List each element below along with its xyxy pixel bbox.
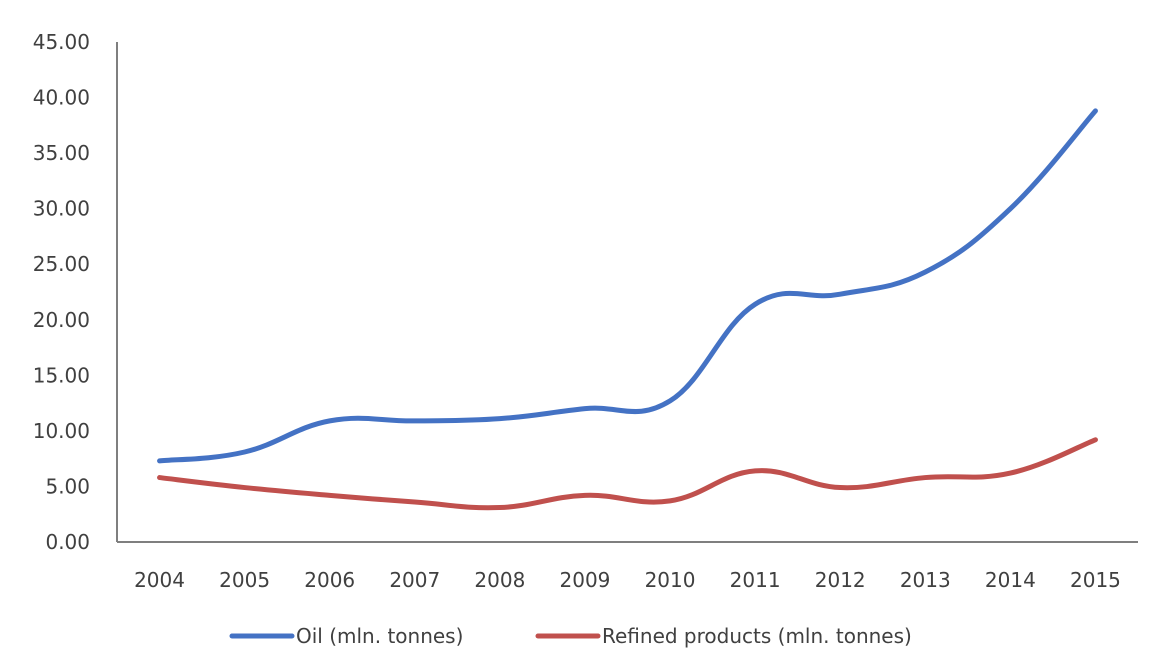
y-axis: 0.00 5.00 10.00 15.00 20.00 25.00 30.00 35.00 40…	[33, 30, 118, 554]
y-tick-label: 25.00	[33, 252, 90, 276]
y-tick-label: 30.00	[33, 197, 90, 221]
series-line-1	[157, 437, 1098, 511]
x-tick-label: 2015	[1070, 568, 1121, 592]
x-tick-label: 2006	[304, 568, 355, 592]
y-tick-label: 10.00	[33, 419, 90, 443]
x-tick-label: 2004	[134, 568, 185, 592]
x-tick-label: 2007	[389, 568, 440, 592]
x-tick-label: 2009	[560, 568, 611, 592]
x-tick-label: 2008	[474, 568, 525, 592]
y-tick-label: 5.00	[45, 474, 90, 498]
x-tick-label: 2012	[815, 568, 866, 592]
series-lines	[157, 108, 1098, 511]
x-tick-label: 2011	[730, 568, 781, 592]
y-tick-label: 45.00	[33, 30, 90, 54]
y-tick-label: 15.00	[33, 363, 90, 387]
x-tick-label: 2014	[985, 568, 1036, 592]
y-tick-label: 0.00	[45, 530, 90, 554]
x-axis: 2004 2005 2006 2007 2008 2009 2010 2011 2012 2013…	[117, 541, 1138, 592]
x-tick-label: 2013	[900, 568, 951, 592]
x-tick-label: 2010	[645, 568, 696, 592]
x-tick-label: 2005	[219, 568, 270, 592]
legend: Oil (mln. tonnes) Refined products (mln. …	[229, 624, 912, 648]
legend-label: Oil (mln. tonnes)	[296, 624, 463, 648]
series-line-0	[157, 108, 1098, 464]
legend-label: Refined products (mln. tonnes)	[602, 624, 912, 648]
y-tick-label: 40.00	[33, 86, 90, 110]
y-tick-label: 20.00	[33, 308, 90, 332]
y-tick-label: 35.00	[33, 141, 90, 165]
